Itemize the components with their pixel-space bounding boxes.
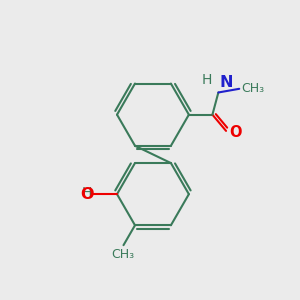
- Text: H: H: [202, 73, 212, 87]
- Text: CH₃: CH₃: [111, 248, 134, 261]
- Text: O: O: [81, 187, 94, 202]
- Text: H: H: [81, 186, 92, 200]
- Text: CH₃: CH₃: [241, 82, 264, 95]
- Text: N: N: [220, 75, 233, 90]
- Text: O: O: [229, 124, 242, 140]
